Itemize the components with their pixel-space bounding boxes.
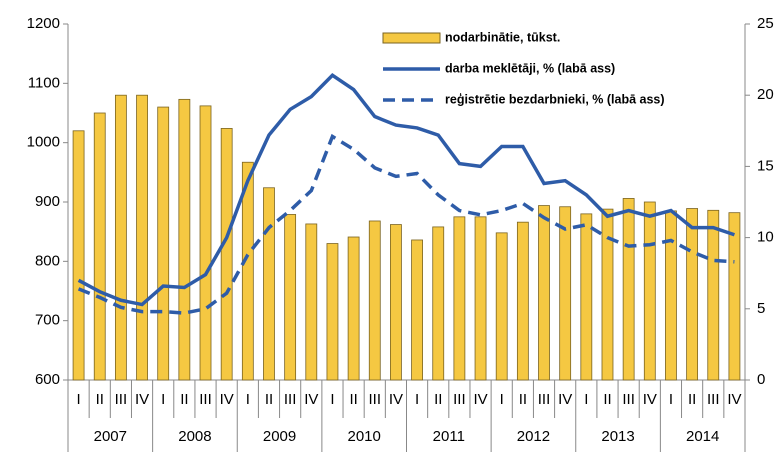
y-tick-label: 700 (35, 312, 60, 329)
bar (601, 208, 614, 381)
x-tick-label: IV (389, 391, 403, 408)
y-tick-label: 1200 (27, 15, 60, 32)
x-tick-label: IV (473, 391, 487, 408)
y2-tick-label: 25 (757, 15, 774, 32)
x-tick-label: III (369, 391, 382, 408)
legend-label: darba meklētāji, % (labā ass) (445, 61, 615, 75)
bar (326, 243, 339, 381)
year-label: 2011 (433, 428, 465, 445)
year-label: 2010 (348, 428, 381, 445)
y-tick-label: 900 (35, 193, 60, 210)
x-tick-label: III (115, 391, 128, 408)
year-label: 2007 (94, 428, 127, 445)
bar (622, 198, 635, 381)
x-tick-label: I (415, 391, 419, 408)
year-label: 2012 (517, 428, 550, 445)
x-tick-label: II (96, 391, 104, 408)
bar (728, 212, 741, 381)
legend-swatch (382, 32, 441, 44)
bar (220, 128, 233, 381)
x-tick-label: III (622, 391, 635, 408)
bar (284, 214, 297, 381)
x-tick-label: IV (558, 391, 572, 408)
bar (432, 226, 445, 381)
x-tick-label: I (500, 391, 504, 408)
year-label: 2009 (263, 428, 296, 445)
bar (390, 224, 402, 381)
x-tick-label: II (519, 391, 527, 408)
bar (199, 105, 212, 381)
bar (136, 94, 148, 381)
x-tick-label: II (180, 391, 188, 408)
y-tick-label: 1000 (27, 134, 60, 151)
year-label: 2014 (686, 428, 719, 445)
x-tick-label: I (584, 391, 588, 408)
bar (495, 232, 508, 381)
year-label: 2013 (601, 428, 634, 445)
x-tick-label: III (453, 391, 466, 408)
y2-tick-label: 15 (757, 157, 774, 174)
bar (686, 208, 699, 381)
legend-label: nodarbinātie, tūkst. (445, 30, 560, 44)
bar (411, 239, 423, 381)
y-tick-label: 1100 (28, 74, 60, 91)
line (77, 133, 735, 315)
bar (643, 201, 656, 381)
bar (368, 220, 381, 381)
x-tick-label: IV (135, 391, 149, 408)
line (77, 73, 735, 307)
bar (580, 213, 593, 381)
bar (72, 130, 85, 381)
bar (707, 209, 720, 381)
y2-tick-label: 0 (757, 371, 765, 388)
x-tick-label: III (538, 391, 551, 408)
x-tick-label: I (669, 391, 673, 408)
y-tick-label: 600 (35, 371, 60, 388)
year-label: 2008 (178, 428, 211, 445)
x-tick-label: I (330, 391, 334, 408)
y2-tick-label: 10 (757, 229, 774, 246)
bar (305, 223, 318, 381)
x-tick-label: II (349, 391, 357, 408)
x-tick-label: IV (304, 391, 318, 408)
bar (516, 221, 529, 381)
x-tick-label: I (246, 391, 250, 408)
x-tick-label: IV (727, 391, 741, 408)
y2-tick-label: 20 (757, 86, 774, 103)
x-tick-label: IV (643, 391, 657, 408)
bar (453, 216, 466, 381)
x-tick-label: II (688, 391, 696, 408)
bar (347, 236, 360, 381)
x-tick-label: III (284, 391, 297, 408)
bar (559, 206, 572, 381)
bar (241, 161, 254, 381)
bar (263, 187, 275, 381)
bar (538, 205, 550, 381)
x-tick-label: II (265, 391, 273, 408)
bar (114, 94, 127, 381)
bar (178, 98, 191, 381)
legend-label: reģistrētie bezdarbnieki, % (labā ass) (445, 92, 665, 106)
bar (93, 112, 106, 381)
x-tick-label: I (76, 391, 80, 408)
bar (474, 216, 487, 381)
x-tick-label: II (603, 391, 611, 408)
bar (157, 106, 170, 381)
x-tick-label: III (199, 391, 212, 408)
x-tick-label: II (434, 391, 442, 408)
y-tick-label: 800 (35, 252, 60, 269)
x-tick-label: I (161, 391, 165, 408)
x-tick-label: IV (220, 391, 234, 408)
bar (665, 210, 677, 381)
x-tick-label: III (707, 391, 720, 408)
y2-tick-label: 5 (757, 300, 765, 317)
